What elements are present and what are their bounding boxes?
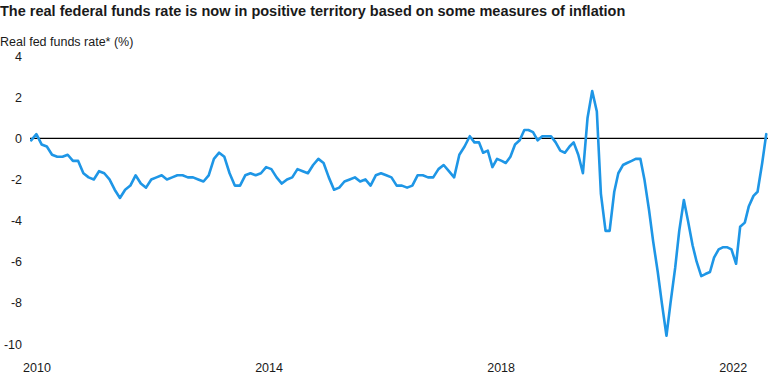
y-tick-label: 4 (15, 50, 22, 64)
x-tick-label: 2018 (487, 361, 515, 375)
title: The real federal funds rate is now in po… (0, 3, 625, 19)
chart-svg: The real federal funds rate is now in po… (0, 0, 770, 382)
y-tick-label: -6 (11, 255, 22, 269)
chart-root: The real federal funds rate is now in po… (0, 0, 770, 382)
y-tick-label: -10 (4, 338, 22, 352)
plot-area (31, 91, 766, 336)
x-tick-label: 2022 (719, 361, 747, 375)
y-tick-label: -8 (11, 296, 22, 310)
y-tick-label: -2 (11, 173, 22, 187)
x-tick-label: 2014 (255, 361, 283, 375)
y-tick-label: -4 (11, 214, 22, 228)
x-axis-line (30, 138, 768, 139)
y-tick-label: 0 (15, 132, 22, 146)
y-axis-label: Real fed funds rate* (%) (0, 35, 133, 49)
data-line (31, 91, 766, 336)
x-tick-label: 2010 (23, 361, 51, 375)
y-tick-label: 2 (15, 91, 22, 105)
